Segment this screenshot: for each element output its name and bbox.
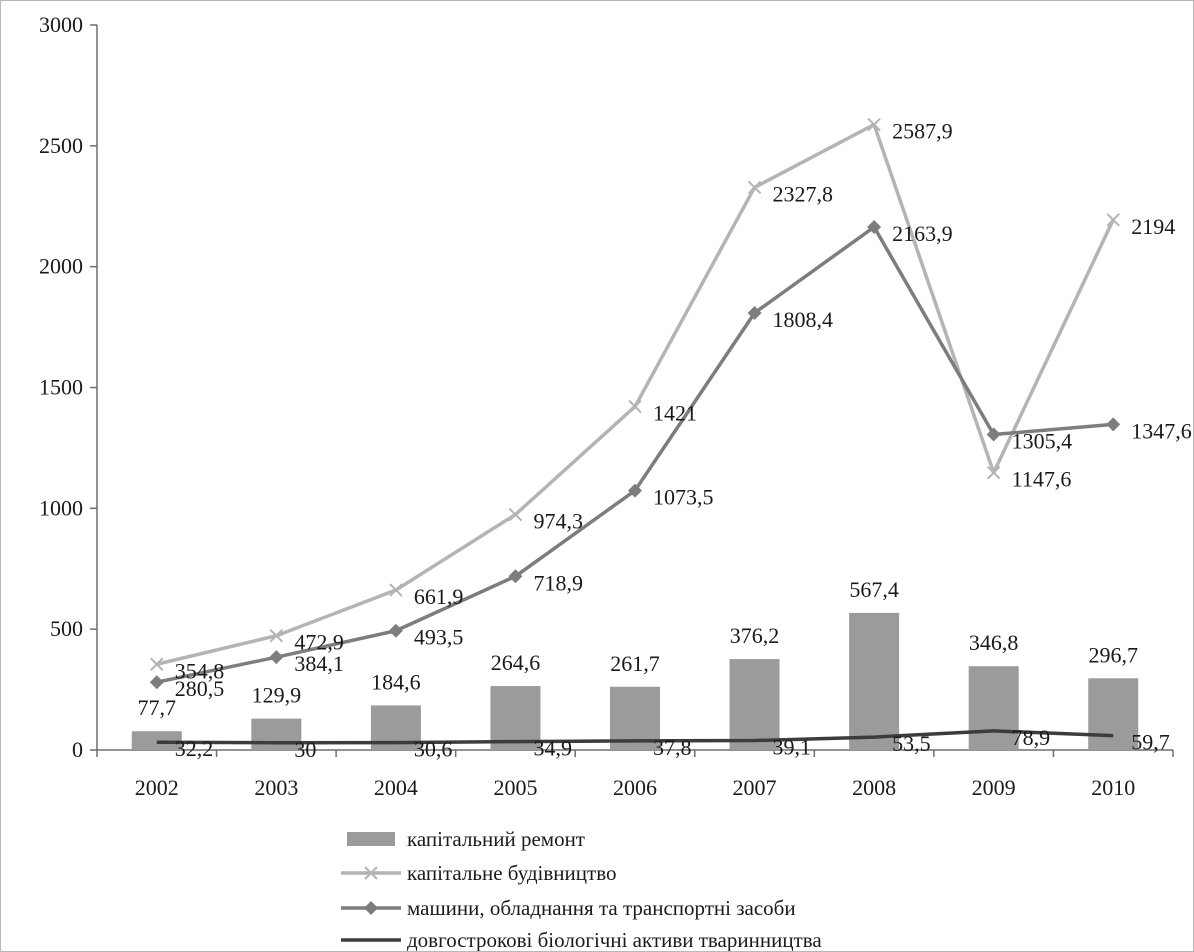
- y-tick-label: 500: [50, 616, 83, 641]
- bar-data-label: 567,4: [849, 577, 899, 602]
- y-tick-label: 2000: [39, 254, 83, 279]
- x-tick-label: 2005: [493, 775, 537, 800]
- line-data-label: 718,9: [533, 570, 583, 595]
- legend-label: капітальний ремонт: [407, 827, 585, 851]
- line-biolohichni-aktyvy: [156, 729, 1114, 745]
- point-marker-diamond: [628, 483, 642, 498]
- point-marker-x: [986, 465, 1001, 480]
- line-data-label: 1421: [653, 401, 697, 426]
- bar-kapitalnyi-remont: [849, 612, 900, 750]
- legend-marker-x: [364, 866, 378, 880]
- line-data-label: 37,8: [653, 735, 692, 760]
- line-series: [149, 117, 1121, 745]
- point-marker-diamond: [986, 427, 1001, 442]
- y-tick-label: 0: [72, 737, 83, 762]
- line-data-label: 493,5: [414, 625, 464, 650]
- line-mashyny-obladnannia: [156, 225, 1114, 684]
- point-marker-diamond: [747, 305, 762, 320]
- point-marker-x: [747, 180, 762, 195]
- y-tick-label: 1500: [39, 375, 83, 400]
- line-data-label: 32,2: [175, 736, 214, 761]
- line-data-label: 2327,8: [773, 181, 834, 206]
- line-data-label: 1808,4: [773, 307, 834, 332]
- x-tick-label: 2004: [374, 775, 418, 800]
- y-tick-label: 2500: [39, 133, 83, 158]
- bar-data-label: 261,7: [610, 651, 660, 676]
- bar-kapitalnyi-remont: [251, 718, 302, 750]
- line-data-label: 1347,6: [1131, 418, 1192, 443]
- bar-data-label: 184,6: [371, 669, 421, 694]
- point-marker-x: [389, 583, 403, 597]
- axes: 0 500 1000 1500 2000 2500 3000 2002 2003 2004 2005…: [39, 12, 1174, 800]
- point-marker-diamond: [388, 623, 403, 638]
- line-data-label: 661,9: [414, 584, 464, 609]
- line-data-label: 974,3: [533, 509, 583, 534]
- x-tick-label: 2007: [733, 775, 777, 800]
- y-tick-label: 1000: [39, 495, 83, 520]
- bar-kapitalnyi-remont: [1088, 678, 1139, 750]
- legend-label: довгострокові біологічні активи тваринни…: [407, 928, 822, 951]
- point-marker-x: [867, 117, 881, 132]
- point-marker-diamond: [867, 220, 882, 235]
- line-data-label: 34,9: [533, 736, 572, 761]
- point-marker-diamond: [508, 569, 523, 584]
- point-marker-x: [1106, 213, 1120, 227]
- legend-swatch-bar: [347, 832, 395, 846]
- legend-label: капітальне будівництво: [407, 861, 616, 885]
- data-labels: 77,7 129,9 184,6 264,6 261,7 376,2 567,4 346,8 2…: [138, 119, 1192, 762]
- bar-kapitalnyi-remont: [729, 659, 780, 750]
- x-tick-label: 2009: [972, 775, 1016, 800]
- point-marker-x: [508, 507, 523, 522]
- bar-data-label: 346,8: [969, 630, 1019, 655]
- line-data-label: 53,5: [892, 731, 931, 756]
- bar-data-label: 376,2: [730, 623, 780, 648]
- x-tick-label: 2006: [613, 775, 657, 800]
- line-data-label: 384,1: [294, 651, 344, 676]
- bar-data-label: 296,7: [1088, 642, 1138, 667]
- line-data-label: 1073,5: [653, 485, 714, 510]
- line-data-label: 59,7: [1131, 730, 1170, 755]
- point-marker-diamond: [269, 650, 284, 665]
- legend-label: машини, обладнання та транспортні засоби: [407, 896, 796, 920]
- x-tick-label: 2010: [1091, 775, 1135, 800]
- bar-kapitalnyi-remont: [131, 731, 182, 750]
- line-data-label: 2163,9: [892, 221, 953, 246]
- point-marker-x: [628, 399, 642, 414]
- bar-data-label: 264,6: [491, 650, 541, 675]
- line-data-label: 280,5: [175, 676, 225, 701]
- y-tick-label: 3000: [39, 12, 83, 37]
- line-data-label: 2194: [1131, 214, 1175, 239]
- line-data-label: 472,9: [294, 630, 344, 655]
- x-tick-label: 2008: [852, 775, 896, 800]
- point-marker-diamond: [149, 675, 164, 690]
- x-tick-label: 2003: [254, 775, 298, 800]
- line-data-label: 1147,6: [1012, 467, 1072, 492]
- legend-marker-diamond: [364, 901, 378, 915]
- line-data-label: 78,9: [1012, 725, 1051, 750]
- point-marker-diamond: [1106, 417, 1121, 432]
- line-data-label: 30,6: [414, 737, 453, 762]
- bar-data-label: 77,7: [138, 695, 177, 720]
- point-marker-x: [269, 629, 284, 643]
- legend: капітальний ремонт капітальне будівництво…: [341, 827, 822, 951]
- line-data-label: 2587,9: [892, 119, 953, 144]
- point-marker-x: [150, 657, 164, 671]
- line-data-label: 39,1: [773, 735, 812, 760]
- bar-data-label: 129,9: [252, 683, 302, 708]
- line-data-label: 354,8: [175, 658, 225, 683]
- line-data-label: 1305,4: [1012, 429, 1073, 454]
- bar-kapitalnyi-remont: [490, 686, 541, 750]
- line-data-label: 30: [294, 737, 316, 762]
- bar-kapitalnyi-remont: [968, 666, 1019, 750]
- x-tick-label: 2002: [135, 775, 179, 800]
